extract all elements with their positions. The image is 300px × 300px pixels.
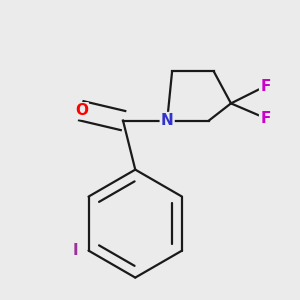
Text: F: F bbox=[260, 79, 271, 94]
Text: I: I bbox=[72, 243, 78, 258]
Text: N: N bbox=[161, 113, 174, 128]
Text: O: O bbox=[75, 103, 88, 118]
Text: F: F bbox=[260, 111, 271, 126]
